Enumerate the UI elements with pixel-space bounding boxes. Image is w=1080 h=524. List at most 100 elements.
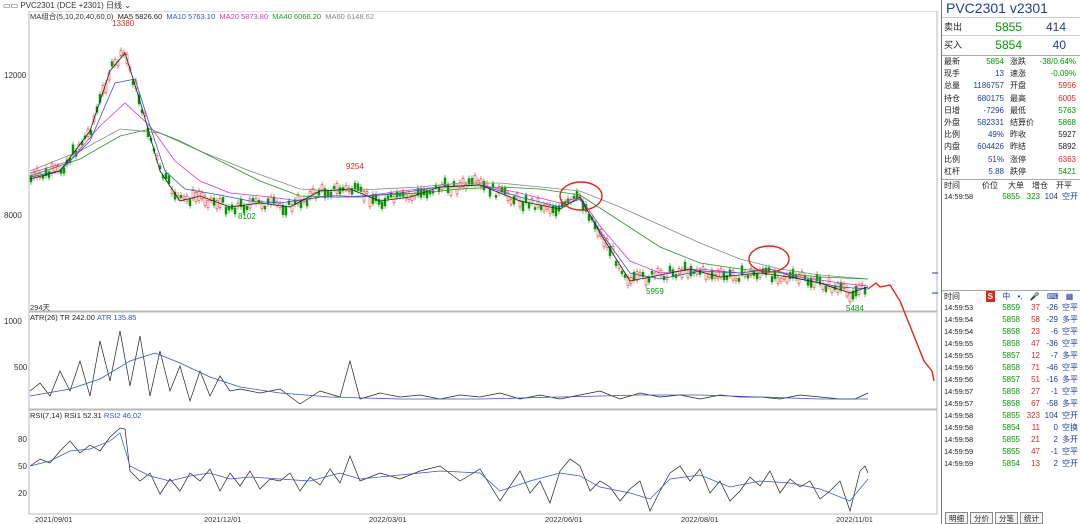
candle-body bbox=[314, 192, 318, 199]
tab-stats[interactable]: 统计 bbox=[1020, 512, 1043, 524]
candle-body bbox=[290, 204, 294, 212]
candle-body bbox=[602, 237, 606, 247]
tick-row: 14:59:58 5855 21 2 多开 bbox=[944, 434, 1078, 444]
quote-stats: 最新 5854 涨跌 -38/0.64% 现手 13 速涨 -0.09% 总量 1186757 开盘… bbox=[942, 55, 1080, 178]
candle-body bbox=[386, 195, 390, 200]
candle-body bbox=[497, 186, 501, 194]
candle-body bbox=[740, 265, 744, 275]
candle-body bbox=[347, 187, 351, 192]
candle-body bbox=[587, 213, 591, 221]
candle-body bbox=[491, 183, 495, 188]
candle-body bbox=[455, 186, 459, 195]
candle-body bbox=[380, 201, 384, 209]
candle-body bbox=[512, 196, 516, 205]
candle-body bbox=[539, 205, 543, 210]
ma10-line bbox=[29, 78, 869, 290]
ma20-line bbox=[29, 102, 869, 287]
candle-body bbox=[233, 207, 237, 215]
candle-body bbox=[542, 204, 546, 212]
candle-body bbox=[245, 206, 249, 210]
candle-body bbox=[446, 184, 450, 193]
candle-body bbox=[320, 184, 324, 191]
x-tick: 2021/09/01 bbox=[35, 515, 73, 524]
grid-icon[interactable]: ▦ bbox=[1065, 291, 1074, 301]
candle-body bbox=[119, 50, 123, 56]
kline-chart[interactable] bbox=[0, 11, 938, 515]
x-tick: 2022/11/01 bbox=[836, 515, 873, 524]
candle-body bbox=[836, 283, 840, 294]
ask-row[interactable]: 卖出 5855 414 bbox=[942, 17, 1080, 35]
annotation-circle-2 bbox=[748, 245, 790, 273]
candle-body bbox=[698, 269, 702, 275]
candle-body bbox=[635, 271, 639, 281]
period-selector[interactable]: 日线 bbox=[106, 1, 122, 10]
rsi2-line bbox=[29, 432, 869, 502]
candle-body bbox=[824, 285, 828, 292]
candle-body bbox=[359, 186, 363, 192]
stat-row: 杠杆 5.88 跌停 5421 bbox=[944, 166, 1076, 176]
candle-body bbox=[830, 287, 834, 294]
candle-body bbox=[335, 183, 339, 194]
annotation-circle-1 bbox=[559, 181, 603, 211]
symbol-name: PVC2301 bbox=[20, 1, 55, 10]
candle-body bbox=[368, 197, 372, 207]
stat-row: 最新 5854 涨跌 -38/0.64% bbox=[944, 57, 1076, 66]
tab-ticks[interactable]: 分笔 bbox=[995, 512, 1018, 524]
candle-body bbox=[521, 201, 525, 212]
candle-body bbox=[374, 193, 378, 202]
ma5-line bbox=[29, 52, 869, 294]
candle-body bbox=[41, 175, 45, 179]
rsi1-line bbox=[29, 427, 869, 513]
chevron-down-icon[interactable]: ⌄ bbox=[124, 1, 131, 10]
candle-body bbox=[236, 202, 240, 207]
x-tick: 2021/12/01 bbox=[204, 515, 242, 524]
tick-row: 14:59:57 5858 67 -58 多平 bbox=[944, 398, 1078, 408]
tick-list[interactable]: 14:59:53 5859 37 -26 空平 14:59:54 5858 58 -29 多平 14… bbox=[942, 302, 1080, 470]
rsi-tick-80: 80 bbox=[18, 435, 27, 444]
candle-body bbox=[344, 185, 348, 190]
candle-body bbox=[263, 205, 267, 210]
candle-body bbox=[425, 190, 429, 199]
mic-icon[interactable]: 🎤 bbox=[1029, 291, 1040, 301]
tab-price[interactable]: 分价 bbox=[970, 512, 993, 524]
candle-body bbox=[650, 271, 654, 275]
candle-body bbox=[191, 189, 195, 199]
keyboard-icon[interactable]: ⌨ bbox=[1046, 291, 1059, 301]
stat-row: 现手 13 速涨 -0.09% bbox=[944, 69, 1076, 79]
candle-body bbox=[260, 202, 264, 209]
candle-body bbox=[518, 200, 522, 208]
projection-curve bbox=[867, 282, 935, 382]
candle-body bbox=[89, 130, 93, 136]
candle-body bbox=[272, 196, 276, 204]
sogou-icon[interactable]: S bbox=[985, 290, 995, 302]
stat-row: 外盘 582331 结算价 5868 bbox=[944, 117, 1076, 127]
candle-body bbox=[206, 200, 210, 208]
punct-icon[interactable]: •, bbox=[1017, 291, 1023, 301]
label-high: 13380 bbox=[112, 19, 135, 28]
bid-row[interactable]: 买入 5854 40 bbox=[942, 35, 1080, 53]
tab-detail[interactable]: 明细 bbox=[945, 512, 968, 524]
menu-icon[interactable]: ▭▭ bbox=[3, 1, 19, 10]
candle-body bbox=[812, 278, 816, 288]
candle-body bbox=[533, 207, 537, 210]
rsi-legend: RSI(7,14) RSI1 52.31 RSI2 46.02 bbox=[30, 411, 142, 420]
rsi-tick-20: 20 bbox=[18, 489, 27, 498]
trade-header: 时间 价位 大单 增仓 开平 bbox=[942, 178, 1080, 191]
candle-body bbox=[545, 204, 549, 210]
price-tick-12000: 12000 bbox=[4, 71, 27, 80]
candle-body bbox=[623, 274, 627, 278]
candle-body bbox=[551, 205, 555, 214]
candle-body bbox=[671, 269, 675, 278]
x-axis: 2021/09/01 2021/12/01 2022/03/01 2022/06… bbox=[0, 515, 938, 524]
ma40-line bbox=[29, 128, 869, 280]
candle-body bbox=[137, 94, 141, 105]
candle-body bbox=[509, 199, 513, 205]
tick-row: 14:59:54 5858 58 -29 多平 bbox=[944, 314, 1078, 324]
candle-body bbox=[620, 270, 624, 275]
tick-row: 14:59:55 5858 47 -36 空平 bbox=[944, 338, 1078, 348]
candle-body bbox=[323, 188, 327, 199]
candle-body bbox=[164, 172, 168, 180]
ime-icon[interactable]: 中 bbox=[1002, 291, 1011, 301]
label-low1: 8102 bbox=[238, 212, 256, 221]
candle-body bbox=[248, 198, 252, 209]
